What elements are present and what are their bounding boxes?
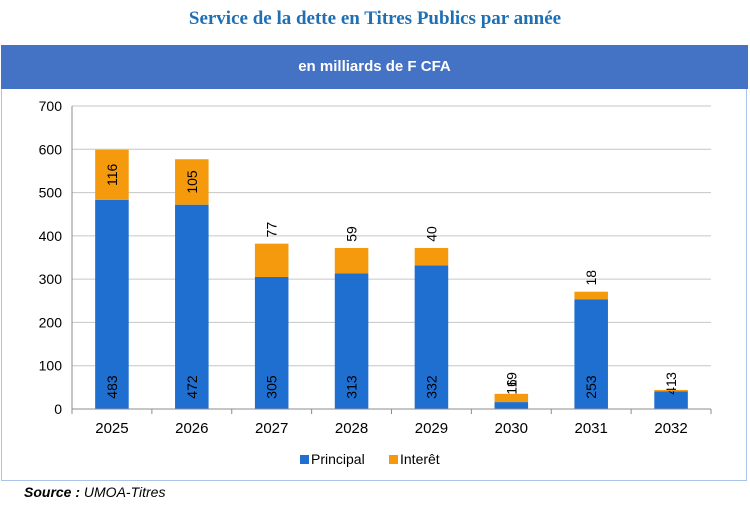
data-label-interet: 19 — [503, 372, 519, 388]
source-note: Source : UMOA-Titres — [24, 484, 165, 500]
bar-principal — [414, 265, 449, 409]
data-label-interet: 18 — [583, 270, 599, 286]
bar-principal — [254, 276, 289, 409]
data-label-principal: 472 — [184, 375, 200, 399]
data-label-interet: 116 — [104, 163, 120, 186]
x-tick-label: 2028 — [335, 420, 368, 437]
chart-title: Service de la dette en Titres Publics pa… — [188, 8, 562, 29]
gridlines — [72, 105, 711, 410]
legend-swatch-interet — [389, 455, 398, 464]
y-tick-label: 700 — [39, 98, 63, 114]
x-tick-label: 2029 — [415, 420, 448, 437]
data-label-principal: 253 — [583, 375, 599, 399]
bar-principal — [494, 402, 529, 409]
source-label: Source : — [24, 484, 81, 500]
bar-principal — [175, 204, 209, 409]
data-label-principal: 332 — [423, 375, 439, 399]
bar-interet — [254, 243, 289, 277]
x-tick-label: 2025 — [95, 420, 128, 437]
bar-principal — [95, 199, 129, 409]
data-label-principal: 483 — [104, 375, 120, 399]
bar-principal — [574, 299, 608, 409]
y-tick-label: 0 — [54, 401, 62, 417]
legend-swatch-principal — [300, 455, 309, 464]
legend-label-principal: Principal — [311, 451, 365, 467]
bar-interet — [414, 247, 449, 266]
y-tick-label: 400 — [39, 228, 63, 244]
y-tick-label: 200 — [39, 314, 63, 330]
source-value: UMOA-Titres — [83, 484, 166, 500]
data-label-interet: 59 — [344, 226, 360, 242]
data-label-principal: 16 — [503, 379, 519, 395]
chart-panel — [1, 89, 747, 481]
data-label-principal: 41 — [663, 379, 679, 395]
x-tick-label: 2027 — [255, 420, 288, 437]
y-axis: 0 100 200 300 400 500 600 700 — [39, 98, 73, 417]
legend-label-interet: Interêt — [400, 451, 440, 467]
data-label-interet: 105 — [184, 170, 200, 194]
data-label-principal: 313 — [344, 375, 360, 399]
x-axis: 2025 2026 2027 2028 2029 2030 2031 2032 — [71, 408, 712, 437]
legend: Principal Interêt — [300, 451, 440, 467]
bar-interet — [175, 159, 209, 205]
bar-interet — [494, 393, 529, 403]
x-tick-label: 2026 — [175, 420, 208, 437]
bar-principal — [334, 273, 369, 409]
data-label-interet: 77 — [264, 222, 280, 238]
y-tick-label: 100 — [39, 358, 63, 374]
bar-interet — [334, 247, 369, 274]
y-tick-label: 300 — [39, 271, 63, 287]
bar-interet — [574, 291, 608, 300]
y-tick-label: 600 — [39, 141, 63, 157]
bar-principal — [654, 391, 688, 409]
bar-interet — [654, 389, 688, 392]
bar-interet — [95, 149, 129, 200]
y-tick-label: 500 — [39, 185, 63, 201]
x-tick-label: 2032 — [654, 420, 687, 437]
subtitle-band: en milliards de F CFA — [1, 45, 748, 89]
data-label-interet: 3 — [663, 372, 679, 380]
x-tick-label: 2031 — [575, 420, 608, 437]
data-label-interet: 40 — [423, 226, 439, 242]
data-label-principal: 305 — [264, 375, 280, 399]
x-tick-label: 2030 — [495, 420, 528, 437]
